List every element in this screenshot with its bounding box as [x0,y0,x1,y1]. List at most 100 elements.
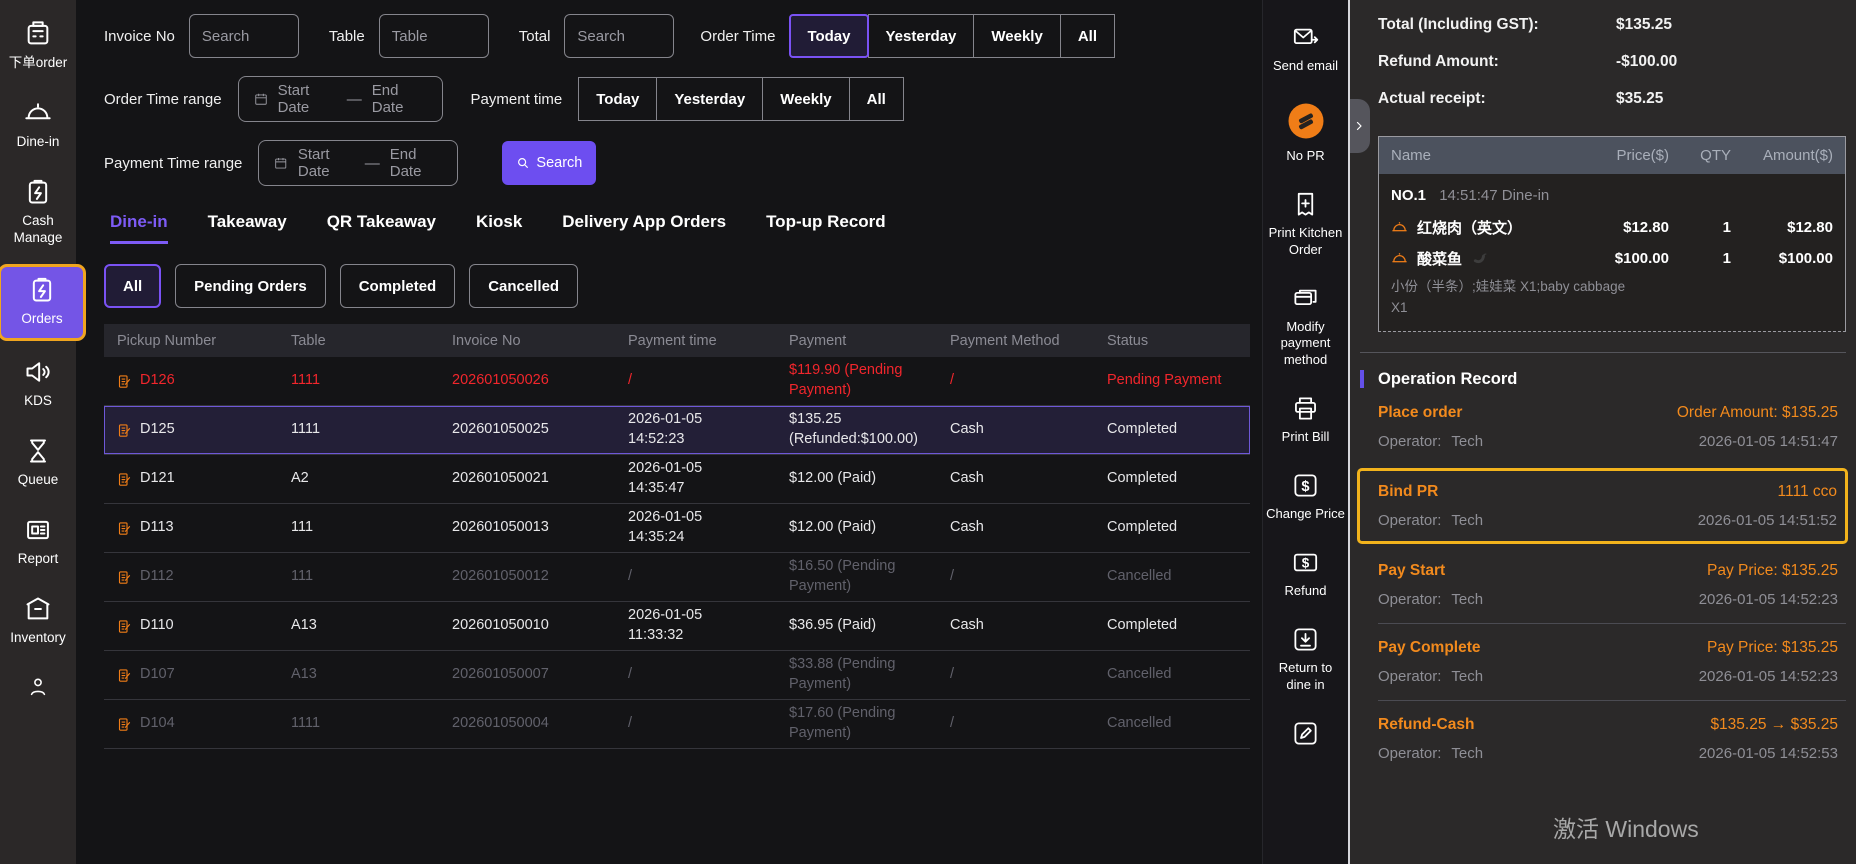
payment-time-range-picker[interactable]: Start Date — End Date [258,140,459,186]
item-amount: $100.00 [1778,250,1833,267]
table-label: Table [328,27,365,45]
payment-time-segment: Today Yesterday Weekly All [578,77,904,121]
tab-delivery-app-orders[interactable]: Delivery App Orders [562,212,727,231]
edit-order-button[interactable] [1263,720,1348,747]
op-operator: Tech [1451,590,1484,608]
sidebar-item-inventory[interactable]: Inventory [0,585,76,657]
status-cell: Completed [1107,617,1178,634]
invoice-no-input[interactable] [188,14,299,58]
cash-register-icon [27,21,49,45]
order-time-segment: Today Yesterday Weekly All [789,14,1115,58]
table-row[interactable]: D112 111 202601050012 / $16.50 (Pending … [104,553,1250,602]
dollar-square-icon: $ [1294,474,1317,497]
total-input[interactable] [564,14,675,58]
order-time-yesterday-button[interactable]: Yesterday [867,14,975,58]
status-filter-all[interactable]: All [104,264,162,308]
sidebar-item-queue[interactable]: Queue [0,427,76,499]
search-button[interactable]: Search [502,141,597,185]
tab-dine-in[interactable]: Dine-in [110,212,168,244]
status-cell: Completed [1107,519,1178,536]
table-row[interactable]: D113 111 202601050013 2026-01-05 14:35:2… [104,504,1250,553]
order-time-range-picker[interactable]: Start Date — End Date [237,76,443,122]
col-table: Table [291,332,326,349]
actual-receipt-row: Actual receipt: $35.25 [1378,90,1846,108]
sidebar-item-label: Queue [17,472,59,488]
tab-qr-takeaway[interactable]: QR Takeaway [326,212,436,231]
status-filter-completed[interactable]: Completed [339,264,456,308]
order-time-weekly-button[interactable]: Weekly [973,14,1061,58]
sidebar-item-orders[interactable]: Orders [0,263,86,342]
sidebar-item-kds[interactable]: KDS [0,348,76,420]
refund-money-icon: $ [1293,553,1318,572]
col-qty: QTY [1700,147,1731,164]
modify-payment-method-button[interactable]: Modify payment method [1263,285,1348,370]
print-bill-button[interactable]: Print Bill [1263,395,1348,446]
item-row[interactable]: 红烧肉（英文） $12.80 1 $12.80 [1391,212,1833,243]
tab-top-up-record[interactable]: Top-up Record [766,212,886,231]
table-row[interactable]: D110 A13 202601050010 2026-01-05 11:33:3… [104,602,1250,651]
table-row[interactable]: D121 A2 202601050021 2026-01-05 14:35:47… [104,455,1250,504]
sidebar-item-label: Inventory [10,630,66,645]
col-payment-time: Payment time [628,332,717,349]
order-doc-icon [118,619,131,633]
refund-amount-row: Refund Amount: -$100.00 [1378,53,1846,71]
tab-takeaway[interactable]: Takeaway [207,212,287,231]
range-separator: — [346,90,362,108]
order-doc-icon [118,472,131,486]
payment-time-weekly-button[interactable]: Weekly [762,77,850,121]
kitchen-ticket-icon [1297,192,1314,216]
print-kitchen-order-button[interactable]: Print Kitchen Order [1263,191,1348,259]
sidebar-item-place-order[interactable]: 下单order [0,10,76,82]
tab-kiosk[interactable]: Kiosk [475,212,523,231]
op-entry-pay-start: Pay Start Pay Price: $135.25 Operator: Tec… [1378,561,1838,608]
op-time: 2026-01-05 14:52:23 [1698,667,1838,685]
status-filter-cancelled[interactable]: Cancelled [469,264,579,308]
sidebar-item-account[interactable] [0,666,76,708]
table-row[interactable]: D107 A13 202601050007 / $33.88 (Pending … [104,651,1250,700]
status-filter-pending[interactable]: Pending Orders [175,264,326,308]
order-doc-icon [118,521,131,535]
sidebar-item-cash-manage[interactable]: Cash Manage [0,168,76,257]
op-info: $135.25 → $35.25 [1710,715,1838,733]
refund-amount-label: Refund Amount: [1378,53,1499,70]
section-accent-bar [1360,370,1364,389]
send-email-button[interactable]: Send email [1263,24,1348,75]
chevron-right-icon [1356,121,1362,131]
change-price-button[interactable]: $ Change Price [1263,472,1348,523]
invoice-no-label: Invoice No [104,27,175,45]
collapse-panel-button[interactable] [1350,99,1370,153]
payment-time-all-button[interactable]: All [848,77,904,121]
activate-windows-watermark: 激活 Windows [1553,816,1699,842]
clipboard-flash-icon [32,277,52,301]
item-row[interactable]: 酸菜鱼 $100.00 1 $100.00 [1391,243,1833,274]
sidebar-item-label: Dine-in [16,133,60,149]
items-table-body: NO.1 14:51:47 Dine-in 红烧肉（英文） $12.80 1 $… [1379,174,1845,331]
payment-time-today-button[interactable]: Today [578,77,658,121]
item-note: 小份（半条）;娃娃菜 X1;baby cabbage X1 [1391,279,1626,315]
speaker-icon [26,362,50,383]
refund-button[interactable]: $ Refund [1263,549,1348,600]
actual-receipt-value: $35.25 [1616,90,1664,107]
total-label: Total [518,27,551,45]
actual-receipt-label: Actual receipt: [1378,90,1486,107]
status-cell: Cancelled [1107,568,1172,585]
payment-time-yesterday-button[interactable]: Yesterday [656,77,764,121]
sidebar-item-report[interactable]: Report [0,506,76,578]
items-table-header: Name Price($) QTY Amount($) [1379,137,1845,174]
table-row-selected[interactable]: D125 1111 202601050025 2026-01-05 14:52:… [104,406,1250,455]
no-pr-button[interactable]: No PR [1263,101,1348,165]
order-time-all-button[interactable]: All [1059,14,1115,58]
svg-text:$: $ [1302,556,1310,571]
table-input[interactable] [378,14,489,58]
sidebar-item-dine-in[interactable]: Dine-in [0,89,76,161]
table-row[interactable]: D126 1111 202601050026 / $119.90 (Pendin… [104,357,1250,406]
op-operator: Tech [1451,667,1484,685]
item-qty: 1 [1722,250,1731,267]
refund-amount-value: -$100.00 [1616,53,1678,70]
panel-divider [1348,0,1350,864]
return-to-dine-in-button[interactable]: Return to dine in [1263,626,1348,694]
order-group-info: 14:51:47 Dine-in [1439,187,1550,204]
dish-cloche-icon [1392,222,1407,232]
order-time-today-button[interactable]: Today [789,14,869,58]
table-row[interactable]: D104 1111 202601050004 / $17.60 (Pending… [104,700,1250,749]
